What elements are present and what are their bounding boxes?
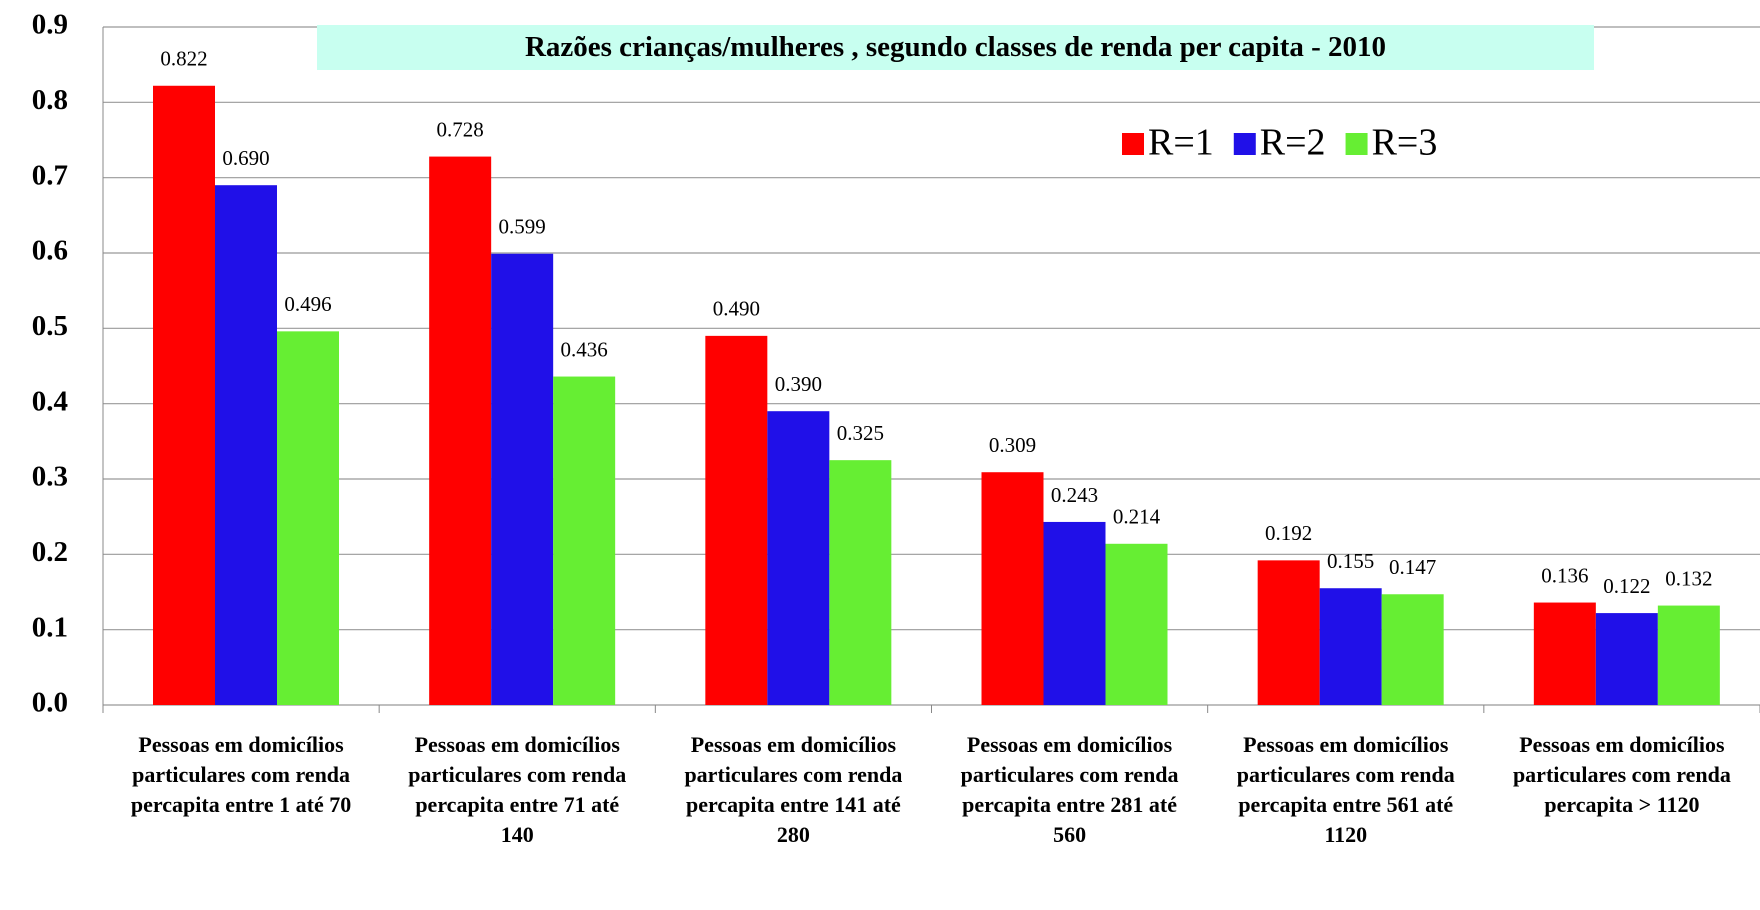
value-label: 0.496 [284, 292, 331, 316]
bar [829, 460, 892, 705]
y-tick-label: 0.3 [32, 461, 68, 493]
value-label: 0.147 [1389, 555, 1436, 579]
legend-swatch [1345, 133, 1368, 155]
y-tick-label: 0.9 [32, 9, 68, 41]
value-label: 0.243 [1051, 483, 1098, 507]
y-tick-label: 0.2 [32, 536, 68, 568]
y-tick-label: 0.7 [32, 159, 68, 191]
bar [553, 376, 616, 705]
value-label: 0.192 [1265, 521, 1312, 545]
bar [1043, 521, 1106, 705]
legend-label: R=2 [1260, 122, 1326, 164]
x-tick-label: Pessoas em domicílios particulares com r… [1236, 732, 1455, 847]
value-label: 0.214 [1113, 505, 1161, 529]
bar [1533, 602, 1596, 705]
bar [491, 253, 554, 705]
legend-swatch [1233, 133, 1256, 155]
bar [981, 472, 1044, 705]
y-tick-label: 0.1 [32, 611, 68, 643]
value-label: 0.155 [1327, 549, 1374, 573]
value-label: 0.325 [837, 421, 884, 445]
bar [705, 335, 768, 705]
y-tick-label: 0.0 [32, 687, 68, 719]
value-label: 0.599 [499, 215, 546, 239]
bar [1105, 543, 1168, 705]
y-tick-label: 0.4 [32, 385, 68, 417]
value-label: 0.690 [222, 146, 269, 170]
legend-swatch [1122, 133, 1144, 155]
value-label: 0.309 [989, 433, 1036, 457]
value-label: 0.132 [1665, 566, 1712, 590]
bar [277, 331, 339, 705]
value-label: 0.390 [775, 372, 822, 396]
value-label: 0.490 [713, 297, 760, 321]
value-label: 0.436 [561, 337, 608, 361]
y-tick-label: 0.6 [32, 235, 68, 267]
x-tick-label: Pessoas em domicílios particulares com r… [130, 732, 352, 817]
legend-label: R=1 [1148, 122, 1214, 164]
bar [153, 85, 215, 705]
y-tick-label: 0.8 [32, 84, 68, 116]
bar [1381, 594, 1444, 705]
value-label: 0.728 [437, 117, 484, 141]
x-tick-label: Pessoas em domicílios particulares com r… [684, 732, 903, 847]
x-tick-label: Pessoas em domicílios particulares com r… [408, 732, 627, 847]
x-tick-label: Pessoas em domicílios particulares com r… [1512, 732, 1731, 817]
value-label: 0.822 [160, 47, 207, 71]
value-label: 0.122 [1603, 574, 1650, 598]
bar [767, 411, 830, 705]
bar [1319, 588, 1382, 705]
legend-label: R=3 [1372, 122, 1438, 164]
bar [1595, 613, 1658, 705]
bar [429, 156, 492, 705]
x-tick-label: Pessoas em domicílios particulares com r… [960, 732, 1179, 847]
bar [1257, 560, 1320, 705]
bar [1657, 605, 1720, 705]
value-label: 0.136 [1541, 563, 1588, 587]
chart-title: Razões crianças/mulheres , segundo class… [317, 25, 1594, 70]
y-tick-label: 0.5 [32, 310, 68, 342]
bar [215, 185, 277, 705]
